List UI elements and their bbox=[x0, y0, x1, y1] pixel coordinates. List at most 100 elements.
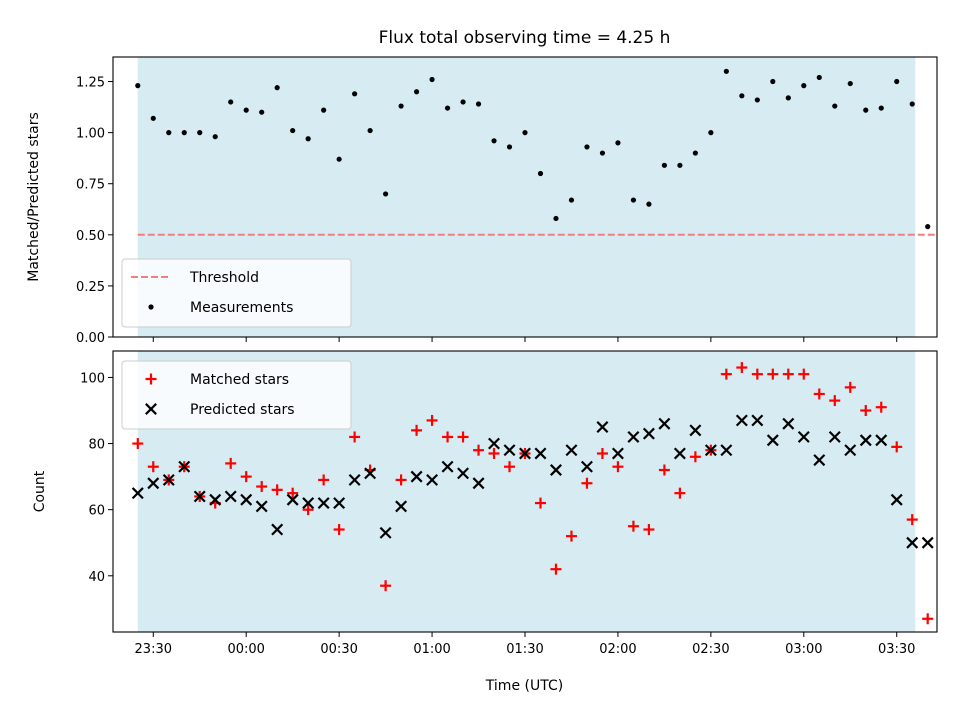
legend-marker bbox=[148, 304, 154, 310]
measurement-point bbox=[352, 91, 358, 97]
measurement-point bbox=[785, 95, 791, 101]
matched-star-point bbox=[658, 464, 670, 476]
matched-star-point bbox=[240, 471, 252, 483]
legend-item: Measurements bbox=[148, 300, 293, 316]
y-tick-label: 100 bbox=[80, 371, 105, 386]
predicted-star-point bbox=[395, 500, 408, 513]
predicted-star-point bbox=[875, 434, 888, 447]
x-tick-label: 02:30 bbox=[692, 642, 729, 657]
predicted-star-point bbox=[689, 424, 702, 437]
x-tick-label: 23:30 bbox=[135, 642, 172, 657]
matched-star-point bbox=[751, 368, 763, 380]
matched-star-point bbox=[550, 563, 562, 575]
chart-title: Flux total observing time = 4.25 h bbox=[379, 28, 671, 48]
matched-star-point bbox=[891, 441, 903, 453]
ratio-panel: 0.00 0.25 0.50 0.75 1.00 1.25 Matched/Predicte… bbox=[26, 56, 946, 346]
predicted-star-point bbox=[844, 444, 857, 457]
matched-star-point bbox=[565, 530, 577, 542]
predicted-star-point bbox=[317, 497, 330, 510]
predicted-star-point bbox=[906, 536, 919, 549]
y-tick-label: 80 bbox=[88, 438, 105, 453]
measurement-point bbox=[863, 107, 869, 113]
measurement-point bbox=[615, 140, 621, 146]
data-layer bbox=[135, 68, 946, 339]
predicted-star-point bbox=[890, 493, 903, 506]
measurement-point bbox=[228, 99, 234, 105]
measurement-point bbox=[150, 115, 156, 121]
matched-star-point bbox=[829, 395, 841, 407]
legend: Threshold Measurements bbox=[121, 258, 352, 328]
x-tick-label: 01:00 bbox=[413, 642, 450, 657]
x-tick-label: 03:00 bbox=[785, 642, 822, 657]
measurement-point bbox=[847, 80, 853, 87]
predicted-star-point bbox=[519, 447, 531, 460]
matched-star-point bbox=[271, 484, 283, 496]
measurement-point bbox=[739, 93, 745, 99]
predicted-star-point bbox=[921, 536, 934, 549]
measurement-point bbox=[770, 78, 776, 85]
matched-star-point bbox=[612, 461, 624, 473]
y-tick-label: 60 bbox=[88, 504, 105, 519]
y-axis-title: Count bbox=[32, 470, 48, 512]
measurement-point bbox=[491, 138, 497, 144]
matched-star-point bbox=[534, 497, 546, 509]
matched-star-point bbox=[333, 524, 345, 536]
measurement-point bbox=[166, 130, 172, 136]
measurement-point bbox=[413, 89, 420, 95]
matched-star-point bbox=[504, 461, 516, 473]
predicted-star-point bbox=[580, 460, 593, 473]
matched-star-point bbox=[457, 431, 469, 443]
measurement-point bbox=[568, 197, 575, 203]
matched-star-point bbox=[287, 487, 299, 499]
predicted-star-point bbox=[766, 434, 779, 447]
predicted-star-point bbox=[720, 444, 733, 457]
predicted-star-point bbox=[379, 526, 392, 539]
predicted-star-point bbox=[642, 427, 655, 440]
measurement-point bbox=[444, 105, 451, 111]
matched-star-point bbox=[627, 520, 639, 532]
matched-star-point bbox=[938, 613, 949, 624]
measurement-point bbox=[181, 130, 187, 136]
predicted-star-point bbox=[658, 417, 671, 430]
y-axis-title: Matched/Predicted stars bbox=[26, 112, 42, 282]
legend-label: Predicted stars bbox=[190, 402, 295, 418]
predicted-star-point bbox=[627, 430, 640, 443]
matched-star-point bbox=[411, 424, 423, 436]
measurement-point bbox=[398, 103, 404, 109]
matched-star-point bbox=[689, 451, 701, 463]
matched-star-point bbox=[674, 487, 686, 499]
matched-star-point bbox=[349, 431, 361, 443]
matched-star-point bbox=[395, 474, 407, 486]
matched-star-point bbox=[225, 457, 237, 469]
matched-star-point bbox=[875, 401, 887, 413]
predicted-star-point bbox=[457, 467, 470, 480]
predicted-star-point bbox=[596, 421, 609, 434]
measurement-point bbox=[305, 136, 311, 142]
matched-star-point bbox=[302, 504, 314, 516]
matched-star-point bbox=[643, 524, 655, 536]
measurement-point bbox=[754, 97, 760, 103]
legend-marker bbox=[145, 403, 157, 415]
predicted-star-point bbox=[565, 444, 578, 457]
matched-star-point bbox=[798, 368, 810, 380]
measurement-point bbox=[941, 334, 946, 339]
predicted-star-point bbox=[178, 460, 191, 473]
predicted-star-point bbox=[426, 473, 439, 486]
measurement-point bbox=[197, 130, 203, 136]
predicted-star-point bbox=[859, 434, 872, 447]
predicted-star-point bbox=[348, 473, 361, 486]
legend-item: Predicted stars bbox=[145, 402, 295, 418]
predicted-star-point bbox=[472, 477, 485, 490]
measurement-point bbox=[321, 107, 327, 113]
matched-star-point bbox=[147, 461, 159, 473]
predicted-star-point bbox=[673, 447, 686, 460]
measurement-point bbox=[212, 134, 218, 140]
measurement-point bbox=[723, 68, 729, 74]
data-layer bbox=[131, 362, 949, 625]
predicted-star-point bbox=[441, 460, 454, 473]
measurement-point bbox=[584, 144, 590, 150]
legend-label: Threshold bbox=[189, 270, 259, 286]
measurement-point bbox=[894, 78, 900, 85]
measurement-point bbox=[553, 215, 559, 222]
predicted-star-point bbox=[271, 523, 284, 536]
